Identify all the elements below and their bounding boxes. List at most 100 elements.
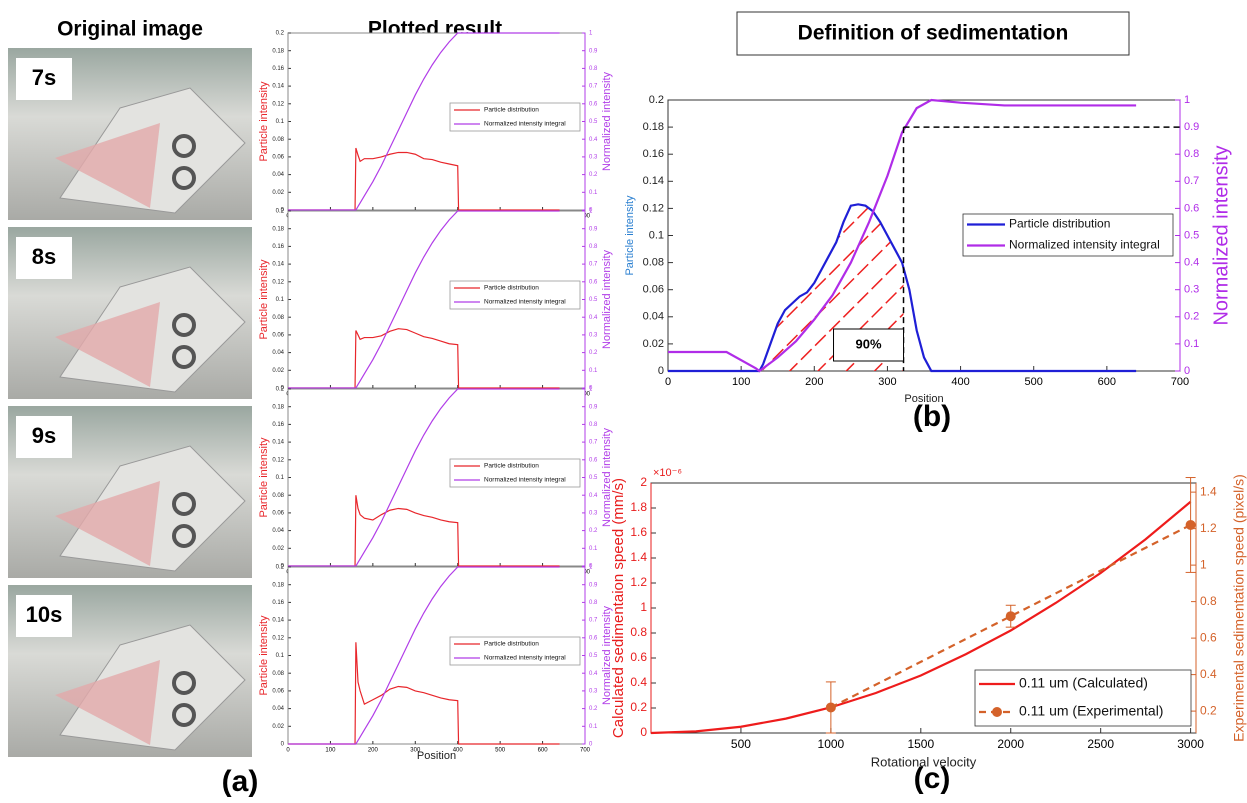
y-tick-label: 1.8 xyxy=(630,500,647,514)
y2-tick-label: 0.7 xyxy=(589,84,598,90)
y-tick-label: 0.04 xyxy=(272,172,284,178)
y2-tick-label: 0.6 xyxy=(1184,202,1199,214)
y2-tick-label: 0.6 xyxy=(589,635,598,641)
y2-tick-label: 0.8 xyxy=(589,600,598,606)
y-tick-label: 0.6 xyxy=(630,650,647,664)
y2-tick-label: 0 xyxy=(589,386,593,392)
photo-triangle xyxy=(55,302,160,387)
y2-tick-label: 0.6 xyxy=(1200,630,1217,644)
photo-hole xyxy=(172,313,196,337)
x-tick-label: 100 xyxy=(325,748,336,754)
legend-box xyxy=(449,458,581,488)
y-tick-label: 0.02 xyxy=(272,546,284,552)
y-tick-label: 1.6 xyxy=(630,525,647,539)
x-tick-label: 500 xyxy=(1025,376,1043,388)
y-tick-label: 0.14 xyxy=(643,175,664,187)
y2-axis-label: Normalized intensity xyxy=(601,71,613,171)
y2-tick-label: 0.2 xyxy=(589,706,598,712)
frame-label-box xyxy=(16,237,72,279)
y-tick-label: 0.2 xyxy=(649,94,664,106)
panel-label: (c) xyxy=(914,762,951,795)
legend-label: Particle distribution xyxy=(484,107,539,114)
photo-triangle xyxy=(55,481,160,566)
y2-axis-label: Normalized intensity xyxy=(601,605,613,705)
series-line xyxy=(288,388,560,567)
y-tick-label: 0.02 xyxy=(272,368,284,374)
x-tick-label: 300 xyxy=(878,376,896,388)
y2-tick-label: 0.4 xyxy=(1184,257,1199,269)
y-tick-label: 0.1 xyxy=(276,297,285,303)
y-tick-label: 0.08 xyxy=(272,137,284,143)
y-tick-label: 0.04 xyxy=(272,706,284,712)
series-line xyxy=(668,203,1137,373)
y-tick-label: 0.02 xyxy=(272,190,284,196)
y-tick-label: 0.2 xyxy=(630,700,647,714)
y-tick-label: 0.08 xyxy=(272,493,284,499)
legend-box xyxy=(449,280,581,310)
y-tick-label: 0.06 xyxy=(272,332,284,338)
y-axis-label: Particle intensity xyxy=(258,615,270,696)
y-tick-label: 0.12 xyxy=(272,101,284,107)
y-tick-label: 0.08 xyxy=(272,315,284,321)
y2-tick-label: 0.1 xyxy=(589,368,598,374)
legend-label: Normalized intensity integral xyxy=(484,121,566,128)
y2-tick-label: 0.2 xyxy=(1184,311,1199,323)
annotation: 90% xyxy=(856,336,882,351)
series-line xyxy=(288,566,560,745)
y2-tick-label: 0.8 xyxy=(589,244,598,250)
photo-hole xyxy=(172,703,196,727)
photo-hole xyxy=(172,166,196,190)
y2-tick-label: 0.5 xyxy=(589,297,598,303)
legend-label: Normalized intensity integral xyxy=(1009,238,1160,252)
y2-tick-label: 1 xyxy=(1184,94,1190,106)
series-line xyxy=(650,500,1192,735)
photo-hole xyxy=(172,524,196,548)
y2-tick-label: 0.5 xyxy=(1184,229,1199,241)
x-axis-label: Rotational velocity xyxy=(871,754,977,769)
y2-tick-label: 0.8 xyxy=(589,66,598,72)
y-axis-label: Particle intensity xyxy=(624,195,636,276)
legend-label: 0.11 um (Experimental) xyxy=(1019,703,1163,719)
column-title: Original image xyxy=(57,18,203,41)
series-line xyxy=(288,328,560,389)
y-tick-label: 1.4 xyxy=(630,550,647,564)
frame-label-box xyxy=(16,595,72,637)
chart-title: Definition of sedimentation xyxy=(798,22,1069,45)
x-tick-label: 600 xyxy=(1098,376,1116,388)
y-tick-label: 0 xyxy=(281,386,285,392)
y-tick-label: 0.06 xyxy=(272,510,284,516)
y2-tick-label: 0.8 xyxy=(1200,594,1217,608)
photo-hole xyxy=(172,134,196,158)
y2-tick-label: 0.5 xyxy=(589,653,598,659)
y2-tick-label: 0.3 xyxy=(589,154,598,160)
legend-marker xyxy=(992,707,1002,717)
y2-tick-label: 0.4 xyxy=(589,671,598,677)
y2-tick-label: 0.2 xyxy=(589,528,598,534)
legend-box xyxy=(962,213,1174,257)
y-tick-label: 0 xyxy=(281,564,285,570)
y-tick-label: 0.1 xyxy=(276,475,285,481)
legend-box xyxy=(974,669,1192,727)
photo-hole xyxy=(172,492,196,516)
y2-tick-label: 0.6 xyxy=(589,101,598,107)
y2-tick-label: 0.8 xyxy=(1184,148,1199,160)
legend-label: 0.11 um (Calculated) xyxy=(1019,675,1148,691)
photo-triangle xyxy=(55,660,160,745)
y-tick-label: 0.02 xyxy=(272,724,284,730)
y-tick-label: 0.06 xyxy=(643,284,664,296)
y-tick-label: 0 xyxy=(281,208,285,214)
y-tick-label: 0.16 xyxy=(643,148,664,160)
series-line xyxy=(830,523,1192,709)
frame-label: 8s xyxy=(32,244,56,269)
y-tick-label: 0.18 xyxy=(272,48,284,54)
y-tick-label: 0.16 xyxy=(272,600,284,606)
y2-tick-label: 0.7 xyxy=(1184,175,1199,187)
y-tick-label: 0.12 xyxy=(272,279,284,285)
series-line xyxy=(288,210,560,389)
y2-tick-label: 0.5 xyxy=(589,475,598,481)
y-tick-label: 0 xyxy=(658,365,664,377)
marker xyxy=(825,702,836,713)
y-tick-label: 1 xyxy=(640,600,647,614)
y2-tick-label: 1 xyxy=(1200,557,1207,571)
